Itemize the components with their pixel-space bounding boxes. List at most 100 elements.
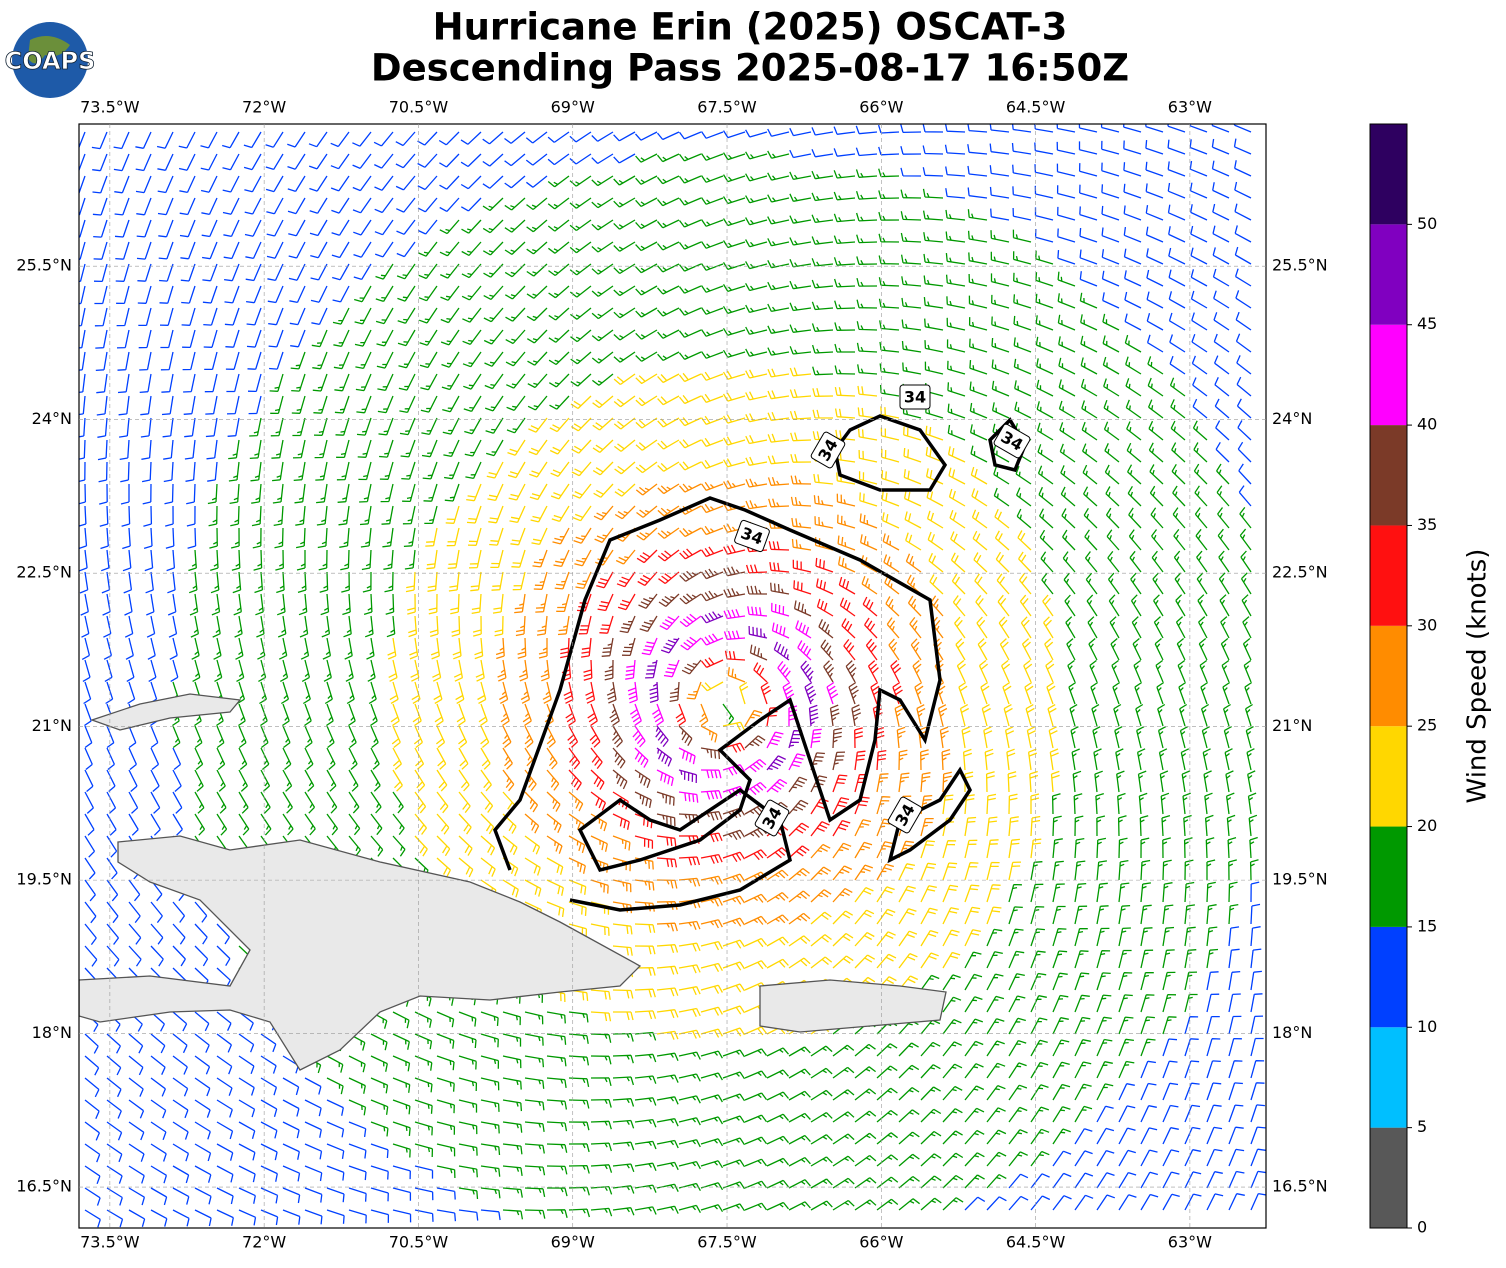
wind-barb xyxy=(272,483,284,504)
colorbar-tick-label: 10 xyxy=(1417,1017,1437,1036)
wind-barb xyxy=(114,175,130,194)
wind-barb xyxy=(458,1187,479,1200)
wind-barb xyxy=(480,791,494,813)
wind-barb xyxy=(1147,377,1164,397)
wind-barb xyxy=(114,197,130,216)
wind-barb xyxy=(1024,681,1034,705)
colorbar-tick-label: 35 xyxy=(1417,515,1437,534)
wind-barb xyxy=(920,817,934,837)
wind-barb xyxy=(506,417,526,434)
wind-barb xyxy=(1052,994,1069,1013)
contour-34 xyxy=(493,496,942,912)
wind-barb xyxy=(678,1029,701,1039)
wind-barb xyxy=(346,681,355,705)
wind-barb xyxy=(837,514,856,529)
y-tick-label: 25.5°N xyxy=(1272,256,1328,275)
wind-barb xyxy=(1213,312,1230,331)
wind-barb xyxy=(876,1065,898,1079)
wind-barb xyxy=(795,620,812,639)
wind-barb xyxy=(1123,248,1142,265)
wind-barb xyxy=(613,197,636,208)
wind-barb xyxy=(900,167,922,177)
wind-barb xyxy=(569,219,592,232)
wind-barb xyxy=(839,597,856,617)
wind-barb xyxy=(656,219,680,229)
wind-barb xyxy=(945,231,966,243)
wind-barb xyxy=(922,167,944,177)
wind-barb xyxy=(97,439,108,461)
wind-barb xyxy=(304,703,312,727)
wind-barb xyxy=(138,307,152,327)
wind-barb xyxy=(878,168,900,178)
wind-barb xyxy=(122,549,132,572)
wind-barb xyxy=(1168,269,1186,287)
wind-barb xyxy=(567,725,579,748)
wind-barb xyxy=(876,1087,898,1101)
wind-barb xyxy=(146,593,155,616)
wind-barb xyxy=(857,407,878,419)
wind-barb xyxy=(1206,1015,1220,1035)
wind-barb xyxy=(745,456,768,466)
wind-barb xyxy=(1234,203,1252,221)
wind-barb xyxy=(269,373,284,392)
wind-barb xyxy=(84,857,96,880)
wind-barb xyxy=(103,615,112,638)
wind-barb xyxy=(1061,508,1076,529)
wind-barb xyxy=(194,791,205,814)
wind-barb xyxy=(165,527,175,549)
wind-barb xyxy=(1189,182,1208,199)
wind-barb xyxy=(1035,272,1054,287)
wind-barb xyxy=(1008,1195,1029,1211)
wind-barb xyxy=(627,681,638,704)
wind-barb xyxy=(563,681,574,704)
wind-barb xyxy=(106,1121,123,1141)
wind-barb xyxy=(1052,1150,1072,1167)
wind-barb xyxy=(81,615,90,638)
wind-barb xyxy=(1146,313,1164,331)
wind-barb xyxy=(172,923,186,945)
wind-barb xyxy=(519,659,529,682)
wind-barb xyxy=(832,932,854,947)
wind-barb xyxy=(1074,1172,1094,1189)
wind-barb xyxy=(370,1099,389,1115)
wind-barb xyxy=(1096,1061,1113,1079)
wind-barb xyxy=(289,285,306,304)
wind-barb xyxy=(282,769,293,792)
wind-barb xyxy=(163,439,174,460)
wind-barb xyxy=(745,478,768,488)
wind-barb xyxy=(517,637,527,659)
wind-barb xyxy=(916,704,926,727)
wind-barb xyxy=(679,548,702,560)
wind-barb xyxy=(811,192,834,202)
wind-barb xyxy=(1250,903,1261,925)
wind-barb xyxy=(876,908,896,925)
wind-barb xyxy=(1212,203,1230,221)
wind-barb xyxy=(1096,972,1111,991)
wind-barb xyxy=(903,426,922,441)
wind-barb xyxy=(505,329,526,345)
wind-barb xyxy=(1206,904,1217,925)
wind-barb xyxy=(700,1072,723,1081)
wind-barb xyxy=(117,351,130,371)
wind-barb xyxy=(84,1165,101,1185)
wind-barb xyxy=(92,153,108,172)
wind-barb xyxy=(150,1099,167,1119)
wind-barb xyxy=(407,593,416,615)
wind-barb xyxy=(678,1139,701,1148)
wind-barb xyxy=(656,965,679,975)
wind-barb xyxy=(79,351,86,371)
wind-barb xyxy=(837,556,856,573)
wind-barb xyxy=(744,849,767,861)
wind-barb xyxy=(1224,748,1233,771)
wind-barb xyxy=(291,373,306,392)
wind-barb xyxy=(208,505,218,527)
wind-barb xyxy=(634,1206,657,1215)
wind-barb xyxy=(128,1099,145,1119)
wind-barb xyxy=(158,219,174,238)
wind-barb xyxy=(1167,161,1186,177)
wind-barb xyxy=(1088,638,1098,661)
wind-barb xyxy=(1072,770,1082,793)
wind-barb xyxy=(1191,312,1208,331)
wind-barb xyxy=(766,1179,790,1189)
wind-barb xyxy=(524,1011,544,1025)
